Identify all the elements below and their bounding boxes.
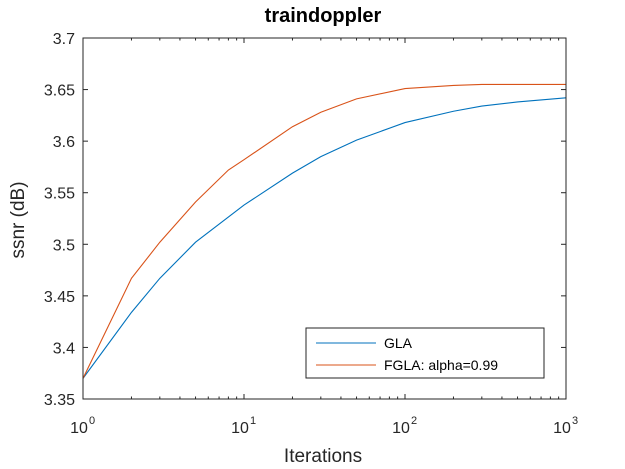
legend-label-gla: GLA (384, 335, 413, 351)
y-axis-label: ssnr (dB) (8, 181, 29, 258)
legend-box (305, 327, 545, 379)
y-tick-label: 3.6 (53, 134, 75, 151)
y-tick-label: 3.65 (44, 83, 75, 100)
x-tick-exponent: 0 (89, 415, 95, 427)
x-tick-label: 10 (231, 420, 249, 437)
y-tick-label: 3.35 (44, 392, 75, 409)
y-tick-label: 3.4 (53, 340, 75, 357)
axes-layer (82, 37, 567, 400)
y-tick-label: 3.55 (44, 186, 75, 203)
series-line-fgla (82, 83, 566, 379)
y-tick-label: 3.7 (53, 31, 75, 48)
x-axis-label: Iterations (284, 446, 362, 467)
chart-title: traindoppler (265, 5, 382, 27)
y-tick-label: 3.5 (53, 237, 75, 254)
axes-box (82, 37, 567, 400)
x-tick-label: 10 (392, 420, 410, 437)
legend: GLA FGLA: alpha=0.99 (305, 327, 545, 379)
x-tick-exponent: 1 (250, 415, 256, 427)
legend-label-fgla: FGLA: alpha=0.99 (384, 357, 498, 373)
ticks-layer: 10 0 10 1 10 2 10 33.353.43.453.53.553.63.653.7 (44, 31, 578, 437)
x-tick-exponent: 3 (572, 415, 578, 427)
x-tick-label: 10 (553, 420, 571, 437)
x-tick-label: 10 (70, 420, 88, 437)
series-layer (82, 83, 567, 379)
series-line-gla (82, 97, 567, 379)
x-tick-exponent: 2 (411, 415, 417, 427)
y-tick-label: 3.45 (44, 289, 75, 306)
